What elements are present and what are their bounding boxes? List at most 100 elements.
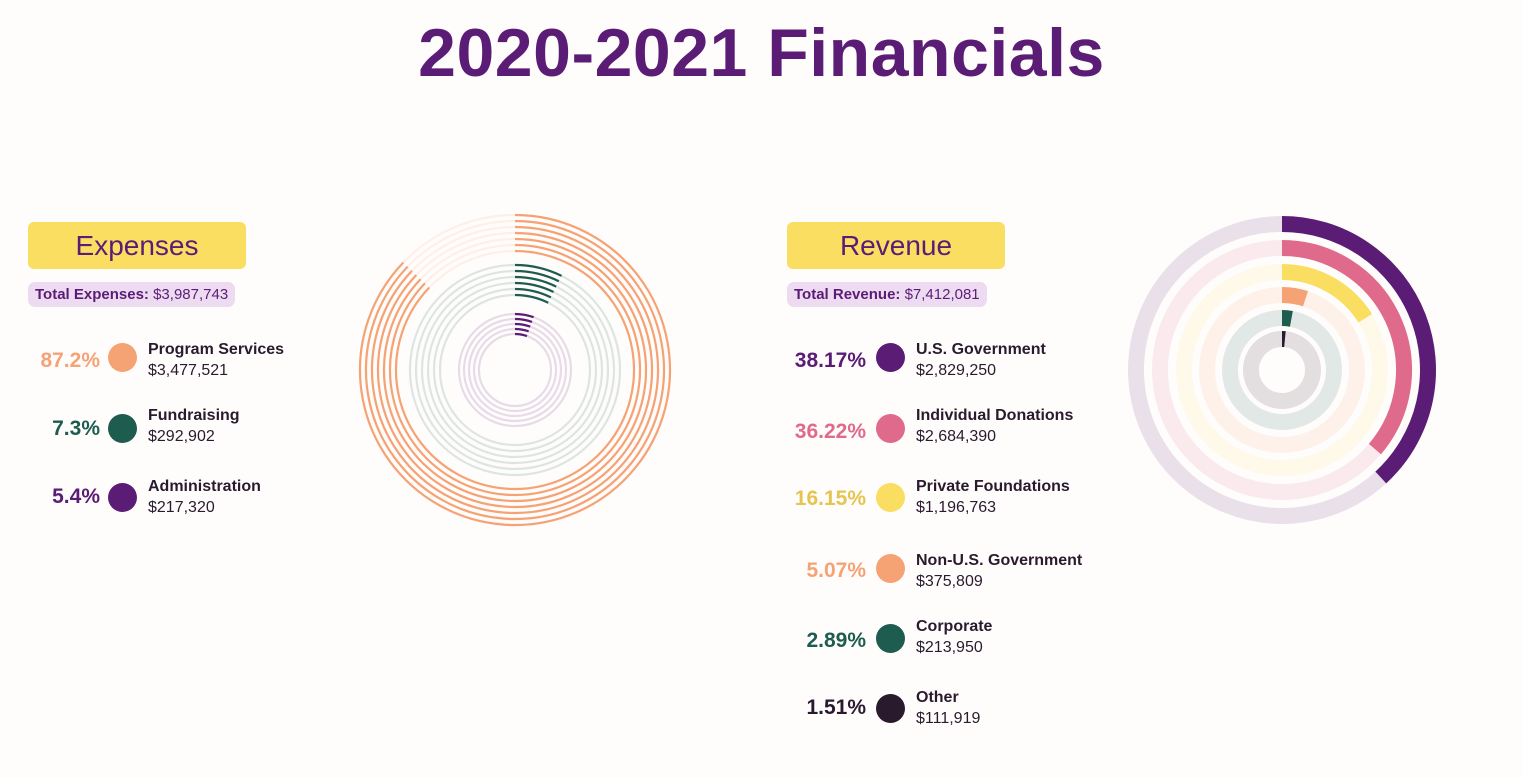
expense-arc-administration (514, 322, 531, 328)
legend-item: 36.22% (770, 411, 866, 455)
legend-name: Other (916, 689, 959, 706)
ring-track (1243, 331, 1321, 409)
expense-arc-administration (514, 317, 533, 323)
legend-color-dot (876, 343, 905, 372)
legend-item: 1.51% (770, 687, 866, 731)
legend-name: Administration (148, 478, 261, 495)
legend-amount: $1,196,763 (916, 499, 997, 516)
legend-color-dot (876, 554, 905, 583)
legend-amount: $2,829,250 (916, 362, 997, 379)
revenue-arc-individual-donations (1281, 240, 1412, 455)
ring-track (358, 213, 672, 527)
legend-label: Fundraising $292,902 (148, 405, 240, 447)
expense-arc-fundraising (514, 263, 562, 277)
ring-track (467, 322, 563, 418)
ring-track (457, 312, 573, 428)
legend-amount: $213,950 (916, 639, 983, 656)
legend-amount: $375,809 (916, 573, 983, 590)
expense-arc-program-services (370, 225, 660, 515)
legend-item: 5.4% (0, 476, 100, 520)
legend-name: Corporate (916, 618, 993, 635)
revenue-total-badge: Total Revenue: $7,412,081 (787, 282, 987, 307)
revenue-arc-u-s-government (1281, 216, 1436, 484)
expense-arc-program-services (382, 237, 648, 503)
legend-percent: 7.3% (52, 417, 100, 440)
legend-color-dot (876, 483, 905, 512)
ring-track (394, 249, 636, 491)
revenue-arc-private-foundations (1281, 264, 1373, 323)
legend-amount: $111,919 (916, 710, 981, 727)
legend-item: 38.17% (770, 340, 866, 384)
revenue-arc-corporate (1281, 309, 1293, 327)
expense-arc-fundraising (514, 281, 555, 293)
legend-item: 7.3% (0, 408, 100, 452)
legend-amount: $292,902 (148, 428, 215, 445)
expense-arc-fundraising (514, 269, 560, 283)
legend-amount: $2,684,390 (916, 428, 997, 445)
revenue-total-label: Total Revenue: (794, 286, 901, 303)
expenses-radial-chart (358, 213, 672, 527)
ring-track (420, 275, 610, 465)
legend-percent: 1.51% (806, 696, 866, 719)
expenses-total-label: Total Expenses: (35, 286, 149, 303)
expense-arc-fundraising (514, 293, 549, 304)
legend-color-dot (108, 483, 137, 512)
legend-amount: $3,477,521 (148, 362, 229, 379)
expense-arc-fundraising (514, 287, 552, 299)
legend-label: Administration $217,320 (148, 476, 261, 518)
expense-arc-administration (514, 327, 530, 333)
revenue-radial-chart (1128, 216, 1436, 524)
expense-arc-program-services (388, 243, 642, 497)
revenue-heading: Revenue (787, 222, 1005, 269)
legend-name: Private Foundations (916, 478, 1070, 495)
expense-arc-program-services (358, 213, 672, 527)
legend-item: 5.07% (770, 550, 866, 594)
ring-track (414, 269, 616, 471)
ring-track (426, 281, 604, 459)
revenue-total-value: $7,412,081 (904, 286, 980, 303)
legend-item: 2.89% (770, 620, 866, 664)
ring-track (438, 293, 592, 447)
legend-name: Fundraising (148, 407, 240, 424)
legend-percent: 5.4% (52, 485, 100, 508)
expense-arc-program-services (364, 219, 666, 521)
revenue-section: Revenue Total Revenue: $7,412,081 (787, 222, 1005, 307)
expense-arc-fundraising (514, 275, 557, 288)
legend-item: 87.2% (0, 340, 100, 384)
expenses-heading: Expenses (28, 222, 246, 269)
legend-color-dot (108, 343, 137, 372)
legend-name: Individual Donations (916, 407, 1074, 424)
revenue-arc-non-u-s-government (1281, 287, 1308, 307)
ring-track (472, 327, 558, 413)
legend-percent: 2.89% (806, 629, 866, 652)
legend-label: Non-U.S. Government $375,809 (916, 550, 1082, 592)
legend-label: Private Foundations $1,196,763 (916, 476, 1070, 518)
ring-track (382, 237, 648, 503)
legend-percent: 36.22% (794, 420, 866, 443)
expense-arc-administration (514, 312, 535, 319)
expenses-total-badge: Total Expenses: $3,987,743 (28, 282, 236, 307)
expenses-section: Expenses Total Expenses: $3,987,743 (28, 222, 246, 307)
legend-amount: $217,320 (148, 499, 215, 516)
expenses-total-value: $3,987,743 (153, 286, 229, 303)
legend-color-dot (876, 694, 905, 723)
legend-percent: 16.15% (794, 487, 866, 510)
legend-percent: 38.17% (794, 349, 866, 372)
legend-color-dot (876, 414, 905, 443)
ring-track (408, 263, 622, 477)
expense-arc-program-services (376, 231, 654, 509)
legend-color-dot (108, 414, 137, 443)
legend-name: Non-U.S. Government (916, 552, 1083, 569)
legend-color-dot (876, 624, 905, 653)
legend-label: Other $111,919 (916, 687, 980, 729)
legend-percent: 5.07% (806, 559, 866, 582)
page-title: 2020-2021 Financials (418, 15, 1105, 91)
legend-label: Program Services $3,477,521 (148, 339, 284, 381)
expense-arc-administration (514, 332, 528, 338)
ring-track (477, 332, 553, 408)
legend-label: U.S. Government $2,829,250 (916, 339, 1046, 381)
legend-name: Program Services (148, 341, 285, 358)
ring-track (376, 231, 654, 509)
legend-label: Individual Donations $2,684,390 (916, 405, 1073, 447)
legend-percent: 87.2% (40, 349, 100, 372)
